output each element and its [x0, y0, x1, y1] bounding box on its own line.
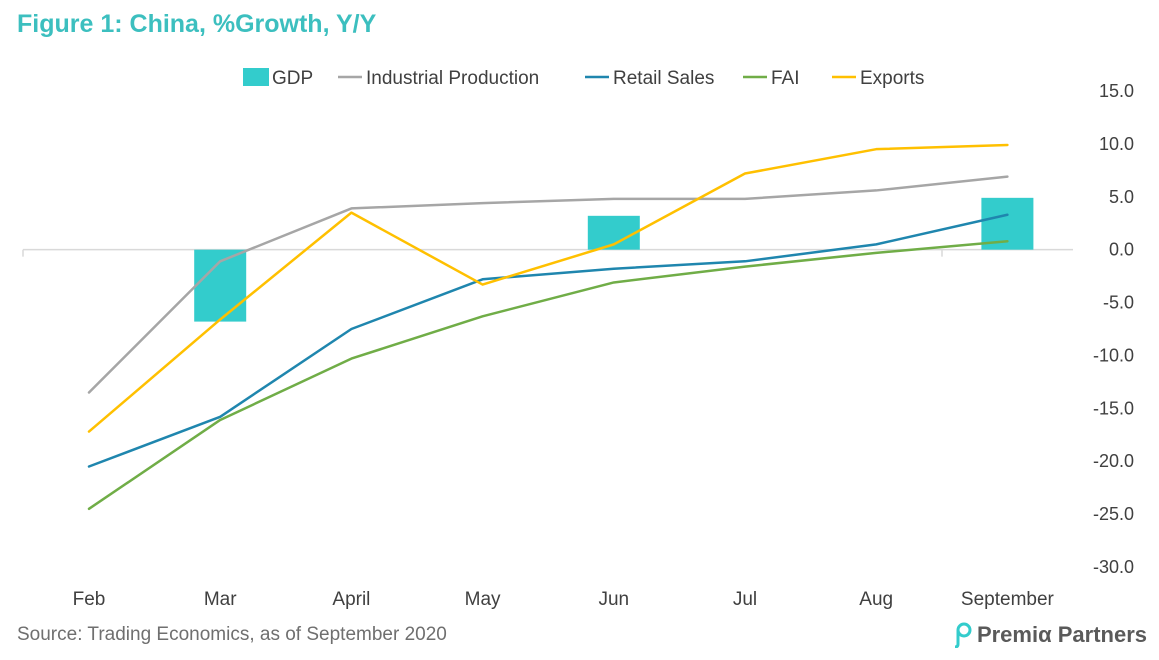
- x-tick-label: September: [961, 589, 1055, 610]
- y-tick-label: -20.0: [1093, 451, 1134, 471]
- y-tick-label: -30.0: [1093, 557, 1134, 577]
- y-tick-label: 15.0: [1099, 81, 1134, 101]
- chart-legend: GDP Industrial Production Retail Sales FAI E…: [243, 68, 924, 89]
- y-tick-label: -15.0: [1093, 398, 1134, 418]
- exports-line: [87, 143, 1009, 433]
- x-tick-label: Mar: [204, 589, 237, 610]
- legend-swatch-gdp: [243, 68, 269, 86]
- x-tick-label: April: [332, 589, 370, 610]
- x-tick-label: Feb: [73, 589, 106, 610]
- fai-line: [87, 239, 1009, 511]
- industrial-production-line: [87, 175, 1009, 394]
- retail-sales-line: [87, 213, 1009, 468]
- x-tick-label: Aug: [859, 589, 893, 610]
- y-tick-label: -10.0: [1093, 345, 1134, 365]
- chart-area: GDP Industrial Production Retail Sales FAI E…: [22, 68, 1134, 610]
- y-tick-label: -5.0: [1103, 293, 1134, 313]
- legend-label-industrial-production: Industrial Production: [366, 68, 539, 89]
- y-tick-label: -25.0: [1093, 504, 1134, 524]
- x-axis: Feb Mar April May Jun Jul Aug September: [22, 249, 1055, 610]
- x-tick-label: Jun: [598, 589, 629, 610]
- y-tick-label: 5.0: [1109, 187, 1134, 207]
- legend-label-exports: Exports: [860, 68, 924, 89]
- legend-label-gdp: GDP: [272, 68, 313, 89]
- x-tick-label: May: [465, 589, 501, 610]
- brand-name: Premiα Partners: [976, 622, 1147, 647]
- series-lines: [87, 143, 1009, 511]
- source-note: Source: Trading Economics, as of Septemb…: [17, 624, 447, 645]
- legend-label-retail-sales: Retail Sales: [613, 68, 714, 89]
- legend-label-fai: FAI: [771, 68, 800, 89]
- x-tick-label: Jul: [733, 589, 757, 610]
- premia-logo-icon: [954, 622, 972, 648]
- chart-title: Figure 1: China, %Growth, Y/Y: [17, 10, 377, 38]
- brand-logo: Premiα Partners: [951, 622, 1147, 648]
- y-axis: 15.0 10.0 5.0 0.0 -5.0 -10.0 -15.0 -20.0 -25.0 -3…: [1093, 81, 1134, 577]
- y-tick-label: 10.0: [1099, 134, 1134, 154]
- y-tick-label: 0.0: [1109, 240, 1134, 260]
- gdp-bars: [194, 197, 1034, 322]
